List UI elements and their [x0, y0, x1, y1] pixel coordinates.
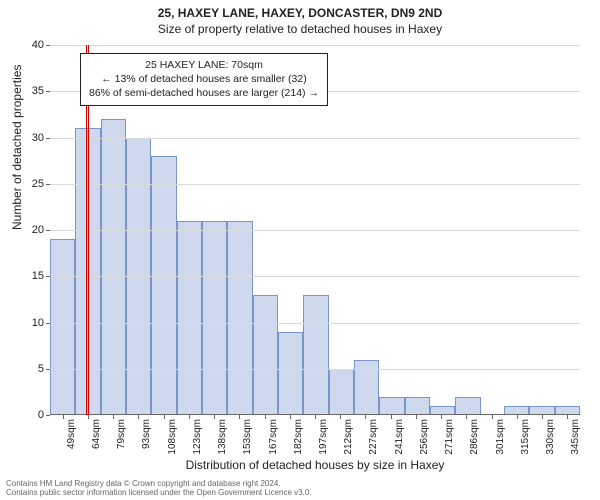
xtick-label: 49sqm [66, 419, 77, 449]
ytick-label: 25 [4, 178, 44, 190]
xtick-mark [164, 415, 165, 419]
xtick-label: 212sqm [343, 419, 354, 455]
xtick-label: 241sqm [394, 419, 405, 455]
bar [455, 397, 480, 416]
xtick-label: 271sqm [444, 419, 455, 455]
xtick-mark [189, 415, 190, 419]
bar [329, 369, 354, 415]
xtick-mark [567, 415, 568, 419]
xtick-label: 64sqm [91, 419, 102, 449]
ytick-mark [46, 369, 50, 370]
gridline [50, 276, 580, 277]
bar [151, 156, 176, 415]
ytick-mark [46, 184, 50, 185]
page-title-line1: 25, HAXEY LANE, HAXEY, DONCASTER, DN9 2N… [0, 0, 600, 20]
plot-area: 051015202530354049sqm64sqm79sqm93sqm108s… [50, 45, 580, 415]
ytick-label: 10 [4, 317, 44, 329]
ytick-label: 30 [4, 132, 44, 144]
ytick-label: 20 [4, 224, 44, 236]
footer-line2: Contains public sector information licen… [6, 488, 312, 498]
xtick-label: 79sqm [116, 419, 127, 449]
ytick-label: 40 [4, 39, 44, 51]
gridline [50, 184, 580, 185]
footer-attribution: Contains HM Land Registry data © Crown c… [6, 479, 312, 498]
xtick-mark [315, 415, 316, 419]
gridline [50, 230, 580, 231]
xtick-label: 301sqm [495, 419, 506, 455]
bar [177, 221, 202, 415]
ytick-mark [46, 91, 50, 92]
xtick-label: 345sqm [570, 419, 581, 455]
xtick-label: 256sqm [419, 419, 430, 455]
xtick-label: 286sqm [469, 419, 480, 455]
ytick-label: 5 [4, 363, 44, 375]
gridline [50, 323, 580, 324]
x-axis-label: Distribution of detached houses by size … [50, 458, 580, 472]
chart-area: 051015202530354049sqm64sqm79sqm93sqm108s… [50, 45, 580, 415]
xtick-label: 167sqm [268, 419, 279, 455]
page-title-line2: Size of property relative to detached ho… [0, 20, 600, 36]
ytick-mark [46, 276, 50, 277]
xtick-label: 315sqm [520, 419, 531, 455]
xtick-label: 108sqm [167, 419, 178, 455]
ytick-label: 15 [4, 270, 44, 282]
ytick-mark [46, 138, 50, 139]
gridline [50, 138, 580, 139]
ytick-mark [46, 45, 50, 46]
xtick-mark [466, 415, 467, 419]
bar [253, 295, 278, 415]
xtick-mark [416, 415, 417, 419]
xtick-label: 138sqm [217, 419, 228, 455]
xtick-label: 93sqm [141, 419, 152, 449]
xtick-mark [214, 415, 215, 419]
xtick-mark [441, 415, 442, 419]
xtick-mark [265, 415, 266, 419]
xtick-mark [365, 415, 366, 419]
bar [278, 332, 303, 415]
annotation-line3: 86% of semi-detached houses are larger (… [89, 86, 319, 100]
bar [405, 397, 430, 416]
bar [379, 397, 404, 416]
ytick-label: 0 [4, 409, 44, 421]
xtick-mark [340, 415, 341, 419]
ytick-label: 35 [4, 85, 44, 97]
xtick-mark [517, 415, 518, 419]
annotation-line2: ← 13% of detached houses are smaller (32… [89, 72, 319, 86]
xtick-mark [290, 415, 291, 419]
xtick-label: 153sqm [242, 419, 253, 455]
bar [227, 221, 252, 415]
xtick-mark [239, 415, 240, 419]
xtick-label: 330sqm [545, 419, 556, 455]
annotation-line1: 25 HAXEY LANE: 70sqm [89, 58, 319, 72]
bar [101, 119, 126, 415]
xtick-label: 227sqm [368, 419, 379, 455]
xtick-mark [391, 415, 392, 419]
ytick-mark [46, 230, 50, 231]
xtick-label: 182sqm [293, 419, 304, 455]
ytick-mark [46, 323, 50, 324]
xtick-mark [138, 415, 139, 419]
footer-line1: Contains HM Land Registry data © Crown c… [6, 479, 312, 489]
xtick-mark [492, 415, 493, 419]
bar [202, 221, 227, 415]
xtick-label: 197sqm [318, 419, 329, 455]
gridline [50, 369, 580, 370]
xtick-label: 123sqm [192, 419, 203, 455]
xtick-mark [63, 415, 64, 419]
ytick-mark [46, 415, 50, 416]
annotation-box: 25 HAXEY LANE: 70sqm← 13% of detached ho… [80, 53, 328, 106]
xtick-mark [542, 415, 543, 419]
gridline [50, 45, 580, 46]
bar [50, 239, 75, 415]
xtick-mark [113, 415, 114, 419]
xtick-mark [88, 415, 89, 419]
bar [303, 295, 328, 415]
